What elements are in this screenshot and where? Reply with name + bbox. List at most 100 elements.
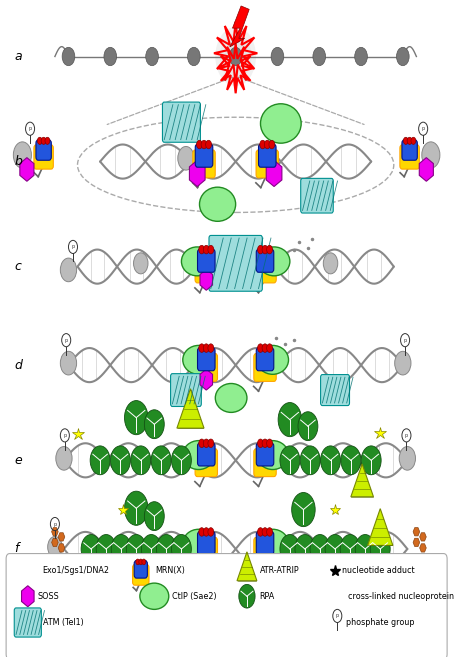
Text: p: p xyxy=(28,126,32,131)
Circle shape xyxy=(257,528,264,536)
Circle shape xyxy=(298,412,318,441)
Circle shape xyxy=(199,439,205,447)
Circle shape xyxy=(111,534,131,563)
Text: p: p xyxy=(64,338,68,343)
Circle shape xyxy=(292,492,315,526)
Circle shape xyxy=(330,586,345,607)
Polygon shape xyxy=(419,533,426,541)
Circle shape xyxy=(229,47,242,66)
Text: b: b xyxy=(14,155,22,168)
Circle shape xyxy=(141,534,161,563)
Text: ATM (Tel1): ATM (Tel1) xyxy=(43,618,83,627)
Circle shape xyxy=(104,47,117,66)
Circle shape xyxy=(206,140,211,149)
Text: phosphate group: phosphate group xyxy=(346,618,415,627)
FancyBboxPatch shape xyxy=(254,353,276,382)
FancyBboxPatch shape xyxy=(195,255,218,283)
Text: CtIP (Sae2): CtIP (Sae2) xyxy=(173,592,217,601)
Polygon shape xyxy=(419,158,433,181)
Text: p: p xyxy=(421,126,425,131)
Circle shape xyxy=(48,536,62,557)
FancyBboxPatch shape xyxy=(256,249,274,272)
Circle shape xyxy=(203,439,209,447)
Circle shape xyxy=(310,534,330,563)
Ellipse shape xyxy=(140,583,169,609)
Circle shape xyxy=(220,34,252,80)
FancyBboxPatch shape xyxy=(256,347,274,370)
Polygon shape xyxy=(266,161,282,186)
FancyBboxPatch shape xyxy=(6,553,447,658)
Circle shape xyxy=(397,47,409,66)
FancyBboxPatch shape xyxy=(34,145,54,169)
FancyBboxPatch shape xyxy=(400,145,419,169)
Circle shape xyxy=(126,534,146,563)
FancyBboxPatch shape xyxy=(254,449,276,476)
Circle shape xyxy=(81,534,101,563)
Text: p: p xyxy=(403,338,407,343)
FancyBboxPatch shape xyxy=(198,532,215,555)
Circle shape xyxy=(267,439,273,447)
Text: p: p xyxy=(405,433,408,438)
Text: a: a xyxy=(14,50,22,63)
Circle shape xyxy=(145,501,164,530)
Circle shape xyxy=(257,439,264,447)
Polygon shape xyxy=(230,6,249,47)
FancyBboxPatch shape xyxy=(198,249,215,272)
Circle shape xyxy=(224,40,247,73)
Ellipse shape xyxy=(183,345,214,374)
Circle shape xyxy=(139,559,143,565)
Text: RPA: RPA xyxy=(260,592,275,601)
Polygon shape xyxy=(25,559,30,565)
Ellipse shape xyxy=(261,104,301,143)
Circle shape xyxy=(323,253,338,274)
Circle shape xyxy=(156,534,176,563)
FancyBboxPatch shape xyxy=(171,374,201,407)
Polygon shape xyxy=(52,538,58,547)
Text: p: p xyxy=(54,522,56,526)
Polygon shape xyxy=(20,158,34,181)
Circle shape xyxy=(178,147,194,170)
Text: c: c xyxy=(14,260,21,273)
Polygon shape xyxy=(21,586,34,607)
Polygon shape xyxy=(419,544,426,552)
Circle shape xyxy=(355,47,367,66)
Circle shape xyxy=(215,27,256,86)
Text: SOSS: SOSS xyxy=(38,592,60,601)
Circle shape xyxy=(260,140,265,149)
Circle shape xyxy=(208,344,214,352)
Circle shape xyxy=(278,403,301,437)
Circle shape xyxy=(151,446,171,475)
Circle shape xyxy=(172,446,191,475)
Circle shape xyxy=(267,245,273,254)
Polygon shape xyxy=(30,572,36,578)
Text: d: d xyxy=(14,359,22,372)
Circle shape xyxy=(125,401,148,435)
Circle shape xyxy=(203,344,209,352)
Circle shape xyxy=(399,447,416,470)
Circle shape xyxy=(37,138,42,144)
Polygon shape xyxy=(237,552,257,581)
Circle shape xyxy=(45,138,50,144)
Circle shape xyxy=(262,245,268,254)
Circle shape xyxy=(56,447,72,470)
FancyBboxPatch shape xyxy=(256,532,274,555)
Circle shape xyxy=(239,584,255,608)
Ellipse shape xyxy=(258,247,290,276)
Circle shape xyxy=(341,446,361,475)
Polygon shape xyxy=(367,509,393,545)
Ellipse shape xyxy=(257,345,289,374)
FancyBboxPatch shape xyxy=(254,255,276,283)
Polygon shape xyxy=(190,161,205,186)
Circle shape xyxy=(422,142,440,168)
Circle shape xyxy=(264,140,270,149)
FancyBboxPatch shape xyxy=(195,538,218,565)
FancyBboxPatch shape xyxy=(258,144,276,167)
Circle shape xyxy=(300,446,320,475)
Circle shape xyxy=(197,140,202,149)
Text: e: e xyxy=(14,454,22,467)
Circle shape xyxy=(208,528,214,536)
FancyBboxPatch shape xyxy=(163,102,201,142)
Circle shape xyxy=(271,47,284,66)
Polygon shape xyxy=(52,528,58,536)
Text: f: f xyxy=(14,542,18,555)
